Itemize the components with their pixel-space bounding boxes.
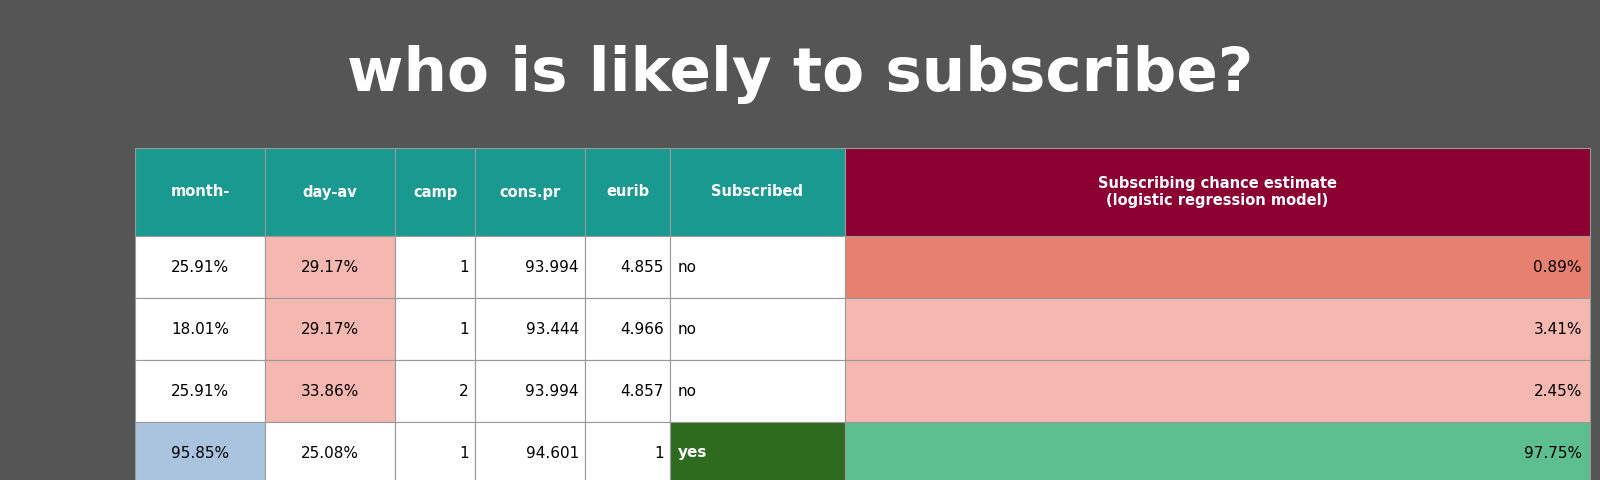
Bar (395, 236, 475, 298)
Text: 94.601: 94.601 (526, 445, 579, 460)
Bar (475, 298, 586, 360)
Text: no: no (678, 260, 698, 275)
Bar (845, 298, 1590, 360)
Bar (670, 298, 845, 360)
Text: 4.855: 4.855 (621, 260, 664, 275)
Bar (475, 236, 586, 298)
Bar (475, 148, 586, 236)
Text: month-: month- (170, 184, 230, 200)
Bar (266, 236, 395, 298)
Bar (586, 236, 670, 298)
Text: no: no (678, 322, 698, 336)
Bar (670, 236, 845, 298)
Text: cons.pr: cons.pr (499, 184, 560, 200)
Text: Subscribed: Subscribed (712, 184, 803, 200)
Text: 0.89%: 0.89% (1533, 260, 1582, 275)
Bar (395, 422, 475, 480)
Bar (134, 422, 266, 480)
Text: Subscribing chance estimate
(logistic regression model): Subscribing chance estimate (logistic re… (1098, 176, 1338, 208)
Text: 29.17%: 29.17% (301, 260, 358, 275)
Bar (670, 422, 845, 480)
Bar (670, 148, 845, 236)
Text: who is likely to subscribe?: who is likely to subscribe? (347, 46, 1253, 105)
Text: 18.01%: 18.01% (171, 322, 229, 336)
Text: 1: 1 (459, 322, 469, 336)
Bar (586, 422, 670, 480)
Text: day-av: day-av (302, 184, 357, 200)
Bar (845, 360, 1590, 422)
Bar (670, 360, 845, 422)
Text: 25.08%: 25.08% (301, 445, 358, 460)
Text: 97.75%: 97.75% (1523, 445, 1582, 460)
Bar (134, 298, 266, 360)
Text: 2: 2 (459, 384, 469, 398)
Text: 93.994: 93.994 (525, 260, 579, 275)
Bar (266, 298, 395, 360)
Bar (266, 422, 395, 480)
Bar (134, 236, 266, 298)
Bar (586, 360, 670, 422)
Bar (266, 148, 395, 236)
Bar (134, 148, 266, 236)
Text: 1: 1 (459, 260, 469, 275)
Bar (475, 360, 586, 422)
Bar (395, 298, 475, 360)
Bar (586, 148, 670, 236)
Text: 2.45%: 2.45% (1534, 384, 1582, 398)
Bar (266, 360, 395, 422)
Text: yes: yes (678, 445, 707, 460)
Text: 1: 1 (654, 445, 664, 460)
Text: 95.85%: 95.85% (171, 445, 229, 460)
Text: 93.994: 93.994 (525, 384, 579, 398)
Text: 4.966: 4.966 (621, 322, 664, 336)
Bar (475, 422, 586, 480)
Text: camp: camp (413, 184, 458, 200)
Bar (395, 360, 475, 422)
Text: 3.41%: 3.41% (1533, 322, 1582, 336)
Text: eurib: eurib (606, 184, 650, 200)
Text: no: no (678, 384, 698, 398)
Text: 29.17%: 29.17% (301, 322, 358, 336)
Bar (845, 422, 1590, 480)
Text: 25.91%: 25.91% (171, 384, 229, 398)
Text: 93.444: 93.444 (526, 322, 579, 336)
Text: 4.857: 4.857 (621, 384, 664, 398)
Bar (845, 148, 1590, 236)
Bar (395, 148, 475, 236)
Bar (134, 360, 266, 422)
Text: 33.86%: 33.86% (301, 384, 358, 398)
Text: 1: 1 (459, 445, 469, 460)
Bar (586, 298, 670, 360)
Text: 25.91%: 25.91% (171, 260, 229, 275)
Bar (845, 236, 1590, 298)
